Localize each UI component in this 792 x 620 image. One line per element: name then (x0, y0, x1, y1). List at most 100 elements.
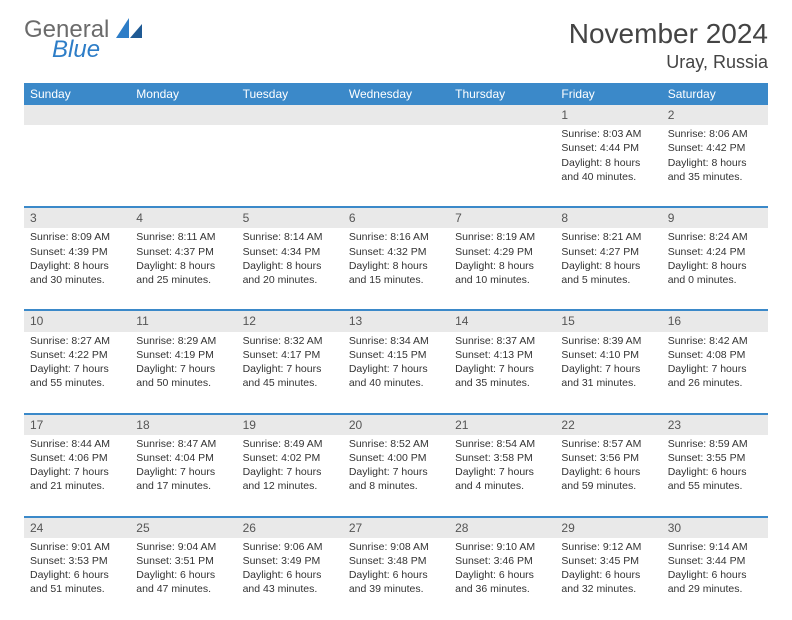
day-cell: Sunrise: 8:11 AMSunset: 4:37 PMDaylight:… (130, 228, 236, 310)
day-cell: Sunrise: 8:32 AMSunset: 4:17 PMDaylight:… (237, 332, 343, 414)
day-cell: Sunrise: 8:09 AMSunset: 4:39 PMDaylight:… (24, 228, 130, 310)
sunrise-text: Sunrise: 8:14 AM (243, 230, 337, 244)
sunrise-text: Sunrise: 9:08 AM (349, 540, 443, 554)
day-number: 10 (24, 310, 130, 331)
day-number: 1 (555, 105, 661, 125)
sunset-text: Sunset: 4:04 PM (136, 451, 230, 465)
day-number: 7 (449, 207, 555, 228)
sunset-text: Sunset: 4:42 PM (668, 141, 762, 155)
content-row: Sunrise: 8:03 AMSunset: 4:44 PMDaylight:… (24, 125, 768, 207)
sunset-text: Sunset: 3:49 PM (243, 554, 337, 568)
day-cell (237, 125, 343, 207)
day-number: 12 (237, 310, 343, 331)
day2-text: and 40 minutes. (561, 170, 655, 184)
day-number (130, 105, 236, 125)
day1-text: Daylight: 6 hours (136, 568, 230, 582)
sunset-text: Sunset: 4:24 PM (668, 245, 762, 259)
day2-text: and 15 minutes. (349, 273, 443, 287)
weekday-header-row: Sunday Monday Tuesday Wednesday Thursday… (24, 83, 768, 105)
day2-text: and 40 minutes. (349, 376, 443, 390)
day2-text: and 21 minutes. (30, 479, 124, 493)
sunrise-text: Sunrise: 8:42 AM (668, 334, 762, 348)
day-cell: Sunrise: 9:14 AMSunset: 3:44 PMDaylight:… (662, 538, 768, 620)
day-cell: Sunrise: 8:19 AMSunset: 4:29 PMDaylight:… (449, 228, 555, 310)
day-cell: Sunrise: 8:21 AMSunset: 4:27 PMDaylight:… (555, 228, 661, 310)
sunrise-text: Sunrise: 8:27 AM (30, 334, 124, 348)
day-number: 25 (130, 517, 236, 538)
day-cell: Sunrise: 8:49 AMSunset: 4:02 PMDaylight:… (237, 435, 343, 517)
day2-text: and 47 minutes. (136, 582, 230, 596)
day-cell: Sunrise: 9:01 AMSunset: 3:53 PMDaylight:… (24, 538, 130, 620)
day-number: 24 (24, 517, 130, 538)
day-cell: Sunrise: 9:12 AMSunset: 3:45 PMDaylight:… (555, 538, 661, 620)
day1-text: Daylight: 7 hours (561, 362, 655, 376)
day1-text: Daylight: 7 hours (136, 465, 230, 479)
day2-text: and 55 minutes. (30, 376, 124, 390)
sunrise-text: Sunrise: 8:57 AM (561, 437, 655, 451)
sunset-text: Sunset: 3:58 PM (455, 451, 549, 465)
day-number: 17 (24, 414, 130, 435)
day1-text: Daylight: 7 hours (243, 465, 337, 479)
content-row: Sunrise: 8:44 AMSunset: 4:06 PMDaylight:… (24, 435, 768, 517)
day-number: 8 (555, 207, 661, 228)
day1-text: Daylight: 7 hours (30, 362, 124, 376)
sunset-text: Sunset: 3:44 PM (668, 554, 762, 568)
day-cell: Sunrise: 8:57 AMSunset: 3:56 PMDaylight:… (555, 435, 661, 517)
day-cell: Sunrise: 9:10 AMSunset: 3:46 PMDaylight:… (449, 538, 555, 620)
sunrise-text: Sunrise: 8:09 AM (30, 230, 124, 244)
sunset-text: Sunset: 4:17 PM (243, 348, 337, 362)
day-cell: Sunrise: 9:06 AMSunset: 3:49 PMDaylight:… (237, 538, 343, 620)
day2-text: and 32 minutes. (561, 582, 655, 596)
day1-text: Daylight: 7 hours (349, 465, 443, 479)
day2-text: and 17 minutes. (136, 479, 230, 493)
day2-text: and 10 minutes. (455, 273, 549, 287)
day-number: 11 (130, 310, 236, 331)
sunset-text: Sunset: 3:51 PM (136, 554, 230, 568)
day2-text: and 36 minutes. (455, 582, 549, 596)
day-cell: Sunrise: 8:52 AMSunset: 4:00 PMDaylight:… (343, 435, 449, 517)
day2-text: and 8 minutes. (349, 479, 443, 493)
sunset-text: Sunset: 4:32 PM (349, 245, 443, 259)
sunset-text: Sunset: 4:15 PM (349, 348, 443, 362)
day-number: 30 (662, 517, 768, 538)
day1-text: Daylight: 7 hours (243, 362, 337, 376)
day1-text: Daylight: 6 hours (243, 568, 337, 582)
day2-text: and 35 minutes. (668, 170, 762, 184)
day-number: 13 (343, 310, 449, 331)
day-number: 2 (662, 105, 768, 125)
day2-text: and 45 minutes. (243, 376, 337, 390)
sunset-text: Sunset: 4:00 PM (349, 451, 443, 465)
day-cell: Sunrise: 8:44 AMSunset: 4:06 PMDaylight:… (24, 435, 130, 517)
day1-text: Daylight: 6 hours (30, 568, 124, 582)
day1-text: Daylight: 6 hours (561, 568, 655, 582)
weekday-header: Monday (130, 83, 236, 105)
day-cell: Sunrise: 8:39 AMSunset: 4:10 PMDaylight:… (555, 332, 661, 414)
sunrise-text: Sunrise: 8:52 AM (349, 437, 443, 451)
sunset-text: Sunset: 3:53 PM (30, 554, 124, 568)
daynum-row: 12 (24, 105, 768, 125)
calendar-table: Sunday Monday Tuesday Wednesday Thursday… (24, 83, 768, 620)
day-number: 4 (130, 207, 236, 228)
day-cell: Sunrise: 9:08 AMSunset: 3:48 PMDaylight:… (343, 538, 449, 620)
sunset-text: Sunset: 3:45 PM (561, 554, 655, 568)
day-number: 27 (343, 517, 449, 538)
day2-text: and 26 minutes. (668, 376, 762, 390)
day2-text: and 55 minutes. (668, 479, 762, 493)
sunrise-text: Sunrise: 8:47 AM (136, 437, 230, 451)
sunset-text: Sunset: 3:55 PM (668, 451, 762, 465)
day-number: 6 (343, 207, 449, 228)
weekday-header: Tuesday (237, 83, 343, 105)
day-cell (343, 125, 449, 207)
sunset-text: Sunset: 4:10 PM (561, 348, 655, 362)
daynum-row: 17181920212223 (24, 414, 768, 435)
day1-text: Daylight: 7 hours (455, 362, 549, 376)
sunrise-text: Sunrise: 8:37 AM (455, 334, 549, 348)
day-cell: Sunrise: 8:03 AMSunset: 4:44 PMDaylight:… (555, 125, 661, 207)
day1-text: Daylight: 6 hours (349, 568, 443, 582)
sail-icon (116, 18, 142, 38)
sunrise-text: Sunrise: 8:49 AM (243, 437, 337, 451)
day2-text: and 12 minutes. (243, 479, 337, 493)
day2-text: and 20 minutes. (243, 273, 337, 287)
sunrise-text: Sunrise: 8:32 AM (243, 334, 337, 348)
sunrise-text: Sunrise: 8:54 AM (455, 437, 549, 451)
